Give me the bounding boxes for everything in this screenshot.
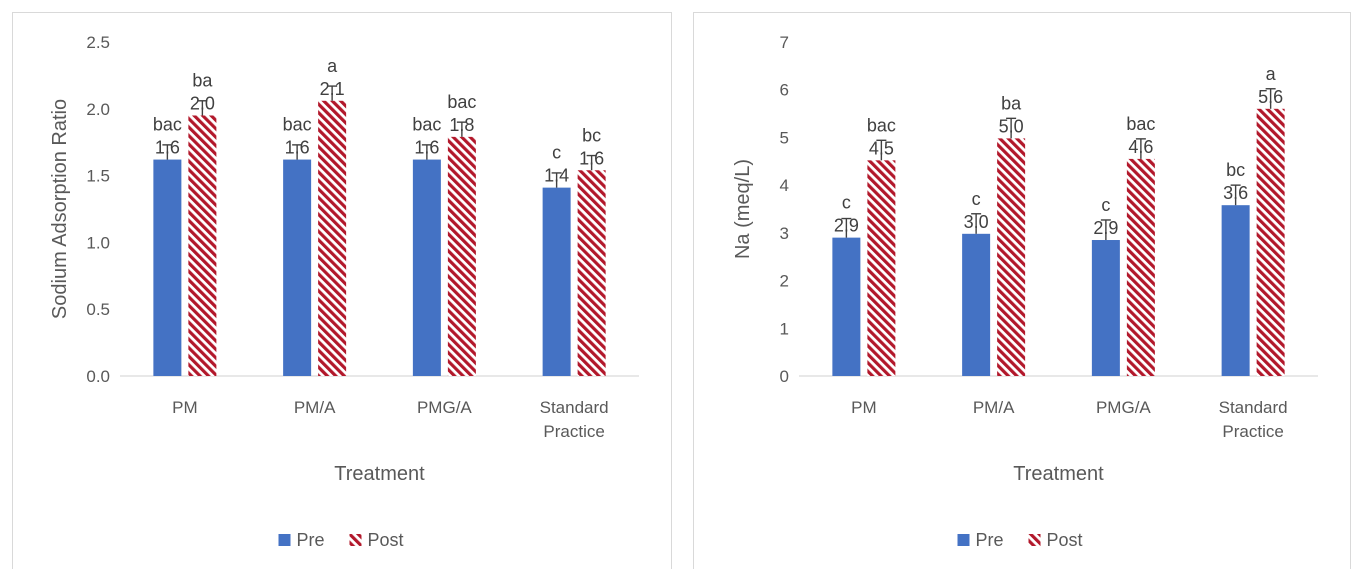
- data-label: 2.9: [834, 216, 859, 236]
- legend-swatch-post: [1028, 534, 1041, 546]
- y-tick-label: 7: [780, 33, 789, 52]
- legend-label-post: Post: [1047, 530, 1083, 550]
- y-tick-label: 5: [780, 128, 789, 147]
- y-tick-label: 1: [780, 319, 789, 338]
- x-tick-label: Standard: [1219, 398, 1288, 417]
- x-tick-label: Practice: [543, 422, 604, 441]
- y-tick-label: 0.5: [86, 300, 110, 319]
- legend-label-pre: Pre: [297, 530, 325, 550]
- significance-letter: c: [842, 193, 851, 213]
- legend-label-post: Post: [368, 530, 404, 550]
- legend-swatch-pre: [278, 534, 291, 546]
- significance-letter: a: [1266, 64, 1277, 84]
- x-tick-label: PM: [172, 398, 198, 417]
- data-label: 3.6: [1223, 183, 1248, 203]
- x-axis-title: Treatment: [334, 463, 425, 485]
- data-label: 3.0: [964, 212, 989, 232]
- significance-letter: bac: [412, 115, 441, 135]
- bar-pre: [412, 159, 441, 376]
- significance-letter: bc: [582, 125, 601, 145]
- y-tick-label: 3: [780, 224, 789, 243]
- chart-panel-na: 0 1 2 3 4 5 6 7 PM 2.9 c 4.5 bac PM/A 3.0 c 5.0 ba PMG/A 2.…: [693, 12, 1351, 569]
- data-label: 5.6: [1258, 87, 1283, 107]
- data-label: 1.6: [155, 138, 180, 158]
- x-tick-label: PM/A: [973, 398, 1015, 417]
- chart-na: 0 1 2 3 4 5 6 7 PM 2.9 c 4.5 bac PM/A 3.0 c 5.0 ba PMG/A 2.…: [732, 33, 1318, 550]
- significance-letter: c: [552, 143, 561, 163]
- data-label: 1.6: [579, 148, 604, 168]
- x-tick-label: PMG/A: [1096, 398, 1151, 417]
- significance-letter: ba: [192, 70, 213, 90]
- bar-post: [447, 136, 476, 376]
- significance-letter: a: [327, 56, 338, 76]
- significance-letter: c: [1101, 195, 1110, 215]
- data-label: 2.0: [190, 93, 215, 113]
- data-label: 4.6: [1128, 137, 1153, 157]
- x-tick-label: PM: [851, 398, 877, 417]
- x-tick-label: Practice: [1222, 422, 1283, 441]
- bar-pre: [153, 159, 182, 376]
- bar-post: [997, 138, 1026, 376]
- bar-pre: [962, 233, 991, 376]
- significance-letter: bac: [447, 92, 476, 112]
- significance-letter: bac: [283, 115, 312, 135]
- bar-post: [1126, 158, 1155, 376]
- y-tick-label: 4: [780, 176, 789, 195]
- y-tick-label: 2.0: [86, 100, 110, 119]
- legend-swatch-pre: [957, 534, 970, 546]
- significance-letter: ba: [1001, 93, 1022, 113]
- bar-post: [188, 115, 217, 376]
- y-tick-label: 1.5: [86, 167, 110, 186]
- data-label: 2.1: [320, 79, 345, 99]
- y-axis-title: Na (meq/L): [732, 159, 754, 259]
- chart-sar: 0.0 0.5 1.0 1.5 2.0 2.5 PM 1.6 bac 2.0 ba PM/A 1.6 ba…: [49, 33, 639, 550]
- y-tick-label: 0.0: [86, 367, 110, 386]
- y-tick-label: 1.0: [86, 233, 110, 252]
- y-tick-label: 2: [780, 272, 789, 291]
- data-label: 4.5: [869, 138, 894, 158]
- bar-post: [577, 170, 606, 376]
- data-label: 1.6: [285, 138, 310, 158]
- data-label: 1.4: [544, 166, 569, 186]
- y-tick-label: 6: [780, 81, 789, 100]
- y-tick-label: 2.5: [86, 33, 110, 52]
- y-axis-title: Sodium Adsorption Ratio: [49, 99, 71, 319]
- chart-panel-sar: 0.0 0.5 1.0 1.5 2.0 2.5 PM 1.6 bac 2.0 ba PM/A 1.6 ba…: [12, 12, 672, 569]
- x-tick-label: Standard: [540, 398, 609, 417]
- bar-post: [1256, 108, 1285, 377]
- bar-pre: [1091, 240, 1120, 376]
- bar-pre: [832, 237, 861, 376]
- bar-pre: [283, 159, 312, 376]
- data-label: 2.9: [1093, 218, 1118, 238]
- significance-letter: c: [972, 189, 981, 209]
- x-tick-label: PM/A: [294, 398, 336, 417]
- x-axis-title: Treatment: [1013, 463, 1104, 485]
- significance-letter: bac: [1126, 114, 1155, 134]
- significance-letter: bc: [1226, 160, 1245, 180]
- y-tick-label: 0: [780, 367, 789, 386]
- data-label: 1.8: [449, 115, 474, 135]
- data-label: 5.0: [999, 116, 1024, 136]
- bar-pre: [542, 187, 571, 376]
- bar-post: [318, 100, 347, 376]
- legend-label-pre: Pre: [976, 530, 1004, 550]
- x-tick-label: PMG/A: [417, 398, 472, 417]
- significance-letter: bac: [153, 115, 182, 135]
- significance-letter: bac: [867, 115, 896, 135]
- legend-swatch-post: [349, 534, 362, 546]
- bar-pre: [1221, 205, 1250, 376]
- bar-post: [867, 160, 896, 376]
- data-label: 1.6: [414, 138, 439, 158]
